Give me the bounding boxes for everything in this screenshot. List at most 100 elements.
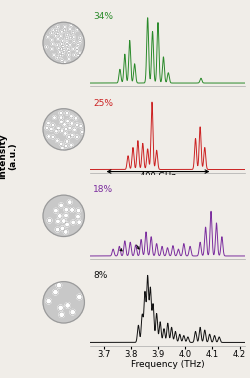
Circle shape (70, 133, 74, 137)
Circle shape (54, 130, 58, 133)
Circle shape (64, 229, 68, 234)
Circle shape (60, 120, 63, 124)
Circle shape (66, 48, 69, 50)
Circle shape (66, 119, 69, 123)
Circle shape (60, 129, 64, 132)
Circle shape (66, 44, 68, 47)
Circle shape (69, 28, 71, 31)
Text: 8%: 8% (93, 271, 108, 280)
Circle shape (77, 294, 82, 300)
Circle shape (53, 116, 56, 119)
Circle shape (70, 144, 73, 147)
Circle shape (58, 214, 62, 218)
Circle shape (76, 50, 78, 53)
Circle shape (76, 208, 81, 213)
Circle shape (69, 36, 72, 39)
Circle shape (43, 22, 84, 64)
Circle shape (47, 218, 52, 223)
Circle shape (57, 38, 59, 40)
Text: 18%: 18% (93, 185, 113, 194)
Circle shape (60, 48, 63, 51)
Circle shape (65, 140, 69, 143)
Circle shape (43, 195, 84, 237)
Circle shape (56, 32, 59, 35)
Circle shape (65, 303, 70, 308)
Circle shape (60, 142, 63, 146)
Circle shape (70, 208, 74, 212)
Circle shape (53, 54, 55, 56)
Circle shape (46, 299, 51, 304)
Text: Intensity
(a.u.): Intensity (a.u.) (0, 134, 17, 180)
Circle shape (43, 109, 84, 150)
Circle shape (64, 144, 68, 148)
Circle shape (67, 54, 70, 56)
Circle shape (77, 54, 80, 57)
Circle shape (50, 127, 53, 131)
Circle shape (72, 48, 74, 50)
Circle shape (52, 43, 54, 45)
Circle shape (62, 45, 64, 48)
Circle shape (51, 123, 55, 127)
Circle shape (64, 132, 67, 135)
Circle shape (70, 24, 72, 26)
Circle shape (79, 124, 82, 128)
Circle shape (61, 146, 64, 150)
Circle shape (70, 115, 73, 118)
Circle shape (64, 61, 66, 64)
Circle shape (53, 290, 58, 295)
Circle shape (54, 34, 57, 37)
Text: 34%: 34% (93, 12, 113, 21)
Circle shape (75, 135, 79, 139)
Circle shape (80, 130, 84, 134)
Circle shape (70, 122, 73, 125)
X-axis label: Frequency (THz): Frequency (THz) (131, 361, 204, 369)
Circle shape (56, 44, 59, 46)
Circle shape (63, 49, 66, 52)
Circle shape (72, 31, 75, 34)
Circle shape (58, 305, 63, 310)
Circle shape (55, 29, 58, 32)
Circle shape (68, 200, 72, 204)
Circle shape (64, 213, 68, 218)
Circle shape (56, 139, 59, 143)
Circle shape (65, 112, 69, 115)
Circle shape (68, 50, 70, 53)
Circle shape (60, 59, 63, 62)
Circle shape (76, 123, 79, 127)
Circle shape (76, 28, 78, 31)
Circle shape (65, 222, 69, 227)
Circle shape (50, 39, 53, 41)
Circle shape (64, 127, 68, 131)
Circle shape (56, 219, 60, 224)
Circle shape (74, 116, 78, 120)
Circle shape (68, 126, 71, 130)
Circle shape (65, 37, 68, 40)
Text: 25%: 25% (93, 99, 113, 107)
Circle shape (64, 26, 66, 28)
Circle shape (63, 123, 66, 126)
Circle shape (77, 220, 82, 225)
Circle shape (73, 54, 76, 56)
Circle shape (60, 31, 63, 33)
Circle shape (59, 112, 62, 115)
Circle shape (61, 40, 64, 42)
Circle shape (56, 283, 62, 288)
Circle shape (66, 41, 68, 44)
Circle shape (71, 220, 76, 225)
Circle shape (68, 58, 70, 60)
Circle shape (60, 116, 63, 119)
Circle shape (78, 52, 81, 54)
Circle shape (43, 282, 84, 323)
Circle shape (73, 128, 76, 132)
Circle shape (78, 40, 81, 43)
Text: 400 GHz: 400 GHz (140, 172, 176, 181)
Circle shape (60, 226, 64, 231)
Circle shape (76, 214, 80, 219)
Circle shape (73, 40, 76, 43)
Circle shape (50, 32, 53, 35)
Circle shape (58, 51, 61, 53)
Circle shape (54, 208, 58, 213)
Circle shape (60, 43, 63, 45)
Circle shape (69, 43, 71, 46)
Circle shape (59, 312, 64, 318)
